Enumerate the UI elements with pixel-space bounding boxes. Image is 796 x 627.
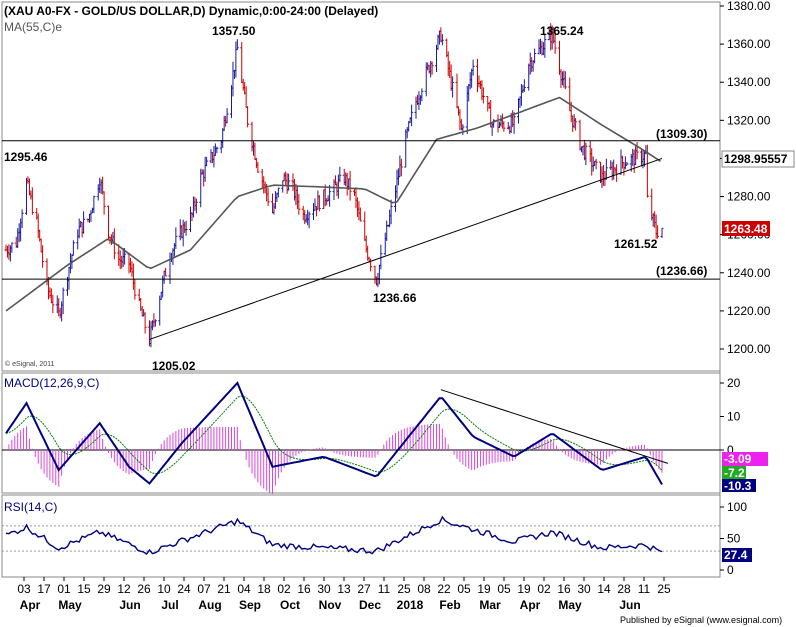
x-day-label: 25 xyxy=(397,582,411,596)
price-tick-label: 1200.00 xyxy=(727,342,771,356)
x-day-label: 24 xyxy=(177,582,191,596)
macd-label: MACD(12,26,9,C) xyxy=(4,376,99,390)
footer-text: Published by eSignal (www.esignal.com) xyxy=(620,615,782,625)
x-day-label: 19 xyxy=(477,582,491,596)
price-tick-label: 1280.00 xyxy=(727,190,771,204)
x-month-label: 2018 xyxy=(397,598,424,612)
x-day-label: 19 xyxy=(517,582,531,596)
x-month-label: Oct xyxy=(280,598,300,612)
last-price-tag: 1263.48 xyxy=(724,222,768,236)
label-1205: 1205.02 xyxy=(152,359,196,373)
label-1309: (1309.30) xyxy=(656,127,707,141)
x-day-label: 30 xyxy=(317,582,331,596)
x-day-label: 05 xyxy=(497,582,511,596)
rsi-line xyxy=(5,515,663,555)
price-tick-label: 1380.00 xyxy=(727,0,771,13)
x-month-label: Dec xyxy=(359,598,381,612)
label-1236-bracket: (1236.66) xyxy=(656,264,707,278)
support-trendline xyxy=(149,157,663,340)
x-day-label: 29 xyxy=(97,582,111,596)
label-1236: 1236.66 xyxy=(373,291,417,305)
x-day-label: 11 xyxy=(378,582,391,596)
x-day-label: 26 xyxy=(137,582,151,596)
macd-line xyxy=(5,381,663,485)
x-month-label: Jul xyxy=(161,598,178,612)
x-month-label: Nov xyxy=(319,598,342,612)
x-day-label: 13 xyxy=(337,582,351,596)
x-day-label: 16 xyxy=(557,582,571,596)
macd-hist-tag-bg xyxy=(722,452,768,466)
price-tick-label: 1360.00 xyxy=(727,37,771,51)
x-day-label: 25 xyxy=(657,582,671,596)
rsi-tag-bg xyxy=(722,548,752,562)
x-day-label: 12 xyxy=(117,582,131,596)
x-day-label: 21 xyxy=(217,582,231,596)
macd-group: 20 10 0 xyxy=(2,376,741,495)
ma-label: MA(55,C)e xyxy=(4,20,62,34)
rsi-tick-label: 100 xyxy=(727,500,747,514)
last-price-tag-bg xyxy=(722,221,770,236)
x-day-label: 10 xyxy=(157,582,171,596)
x-month-label: Sep xyxy=(239,598,261,612)
x-day-label: 08 xyxy=(417,582,431,596)
x-day-label: 11 xyxy=(638,582,651,596)
rsi-tick-label: 0 xyxy=(727,563,734,577)
x-day-label: 22 xyxy=(437,582,451,596)
macd-tick-label: 0 xyxy=(727,443,734,457)
x-day-label: 02 xyxy=(277,582,291,596)
price-tick-label: 1320.00 xyxy=(727,113,771,127)
rsi-tag: 27.4 xyxy=(724,548,748,562)
watermark: © eSignal, 2011 xyxy=(5,360,55,368)
label-1365: 1365.24 xyxy=(540,24,584,38)
label-1295: 1295.46 xyxy=(4,150,48,164)
x-month-label: May xyxy=(558,598,582,612)
x-day-label: 16 xyxy=(297,582,311,596)
x-month-label: Mar xyxy=(479,598,501,612)
x-month-label: Jun xyxy=(119,598,140,612)
macd-tick-label: 20 xyxy=(727,376,741,390)
rsi-group: 100 50 0 xyxy=(2,500,747,577)
x-month-label: May xyxy=(58,598,82,612)
rsi-tick-label: 50 xyxy=(727,532,741,546)
ma55-line xyxy=(5,96,661,312)
x-month-label: Jun xyxy=(619,598,640,612)
x-day-label: 14 xyxy=(597,582,611,596)
macd-trendline xyxy=(440,389,669,464)
x-axis: 03 17 01 15 29 12 26 10 24 07 21 04 18 02 16 30 13 27 11 25… xyxy=(17,577,671,612)
x-month-label: Apr xyxy=(520,598,541,612)
macd-tag-bg xyxy=(722,479,756,492)
macd-hist-tag: -3.09 xyxy=(724,452,752,466)
macd-signal-tag: -7.2 xyxy=(724,466,745,480)
current-price-tag: 1298.95557 xyxy=(724,152,788,166)
x-day-label: 30 xyxy=(577,582,591,596)
x-day-label: 18 xyxy=(257,582,271,596)
chart-title: (XAU A0-FX - GOLD/US DOLLAR,D) Dynamic,0… xyxy=(4,4,378,18)
x-day-label: 17 xyxy=(37,582,51,596)
x-month-label: Aug xyxy=(198,598,221,612)
x-day-label: 01 xyxy=(57,582,71,596)
x-day-label: 02 xyxy=(537,582,551,596)
label-1261: 1261.52 xyxy=(614,237,658,251)
x-day-label: 15 xyxy=(77,582,91,596)
x-month-label: Feb xyxy=(439,598,460,612)
current-price-tag-bg xyxy=(721,150,795,168)
x-day-label: 07 xyxy=(197,582,211,596)
rsi-label: RSI(14,C) xyxy=(4,500,57,514)
label-1357: 1357.50 xyxy=(212,24,256,38)
macd-tick-label: 10 xyxy=(727,410,741,424)
x-day-label: 05 xyxy=(457,582,471,596)
candles-group xyxy=(4,23,664,348)
x-day-label: 27 xyxy=(357,582,371,596)
x-day-label: 03 xyxy=(17,582,31,596)
x-month-label: Apr xyxy=(20,598,41,612)
price-tick-label: 1220.00 xyxy=(727,304,771,318)
macd-tag: -10.3 xyxy=(724,479,752,493)
price-tick-label: 1340.00 xyxy=(727,75,771,89)
price-tick-label: 1240.00 xyxy=(727,266,771,280)
macd-signal-tag-bg xyxy=(722,466,746,479)
x-day-label: 04 xyxy=(237,582,251,596)
x-day-label: 28 xyxy=(617,582,631,596)
